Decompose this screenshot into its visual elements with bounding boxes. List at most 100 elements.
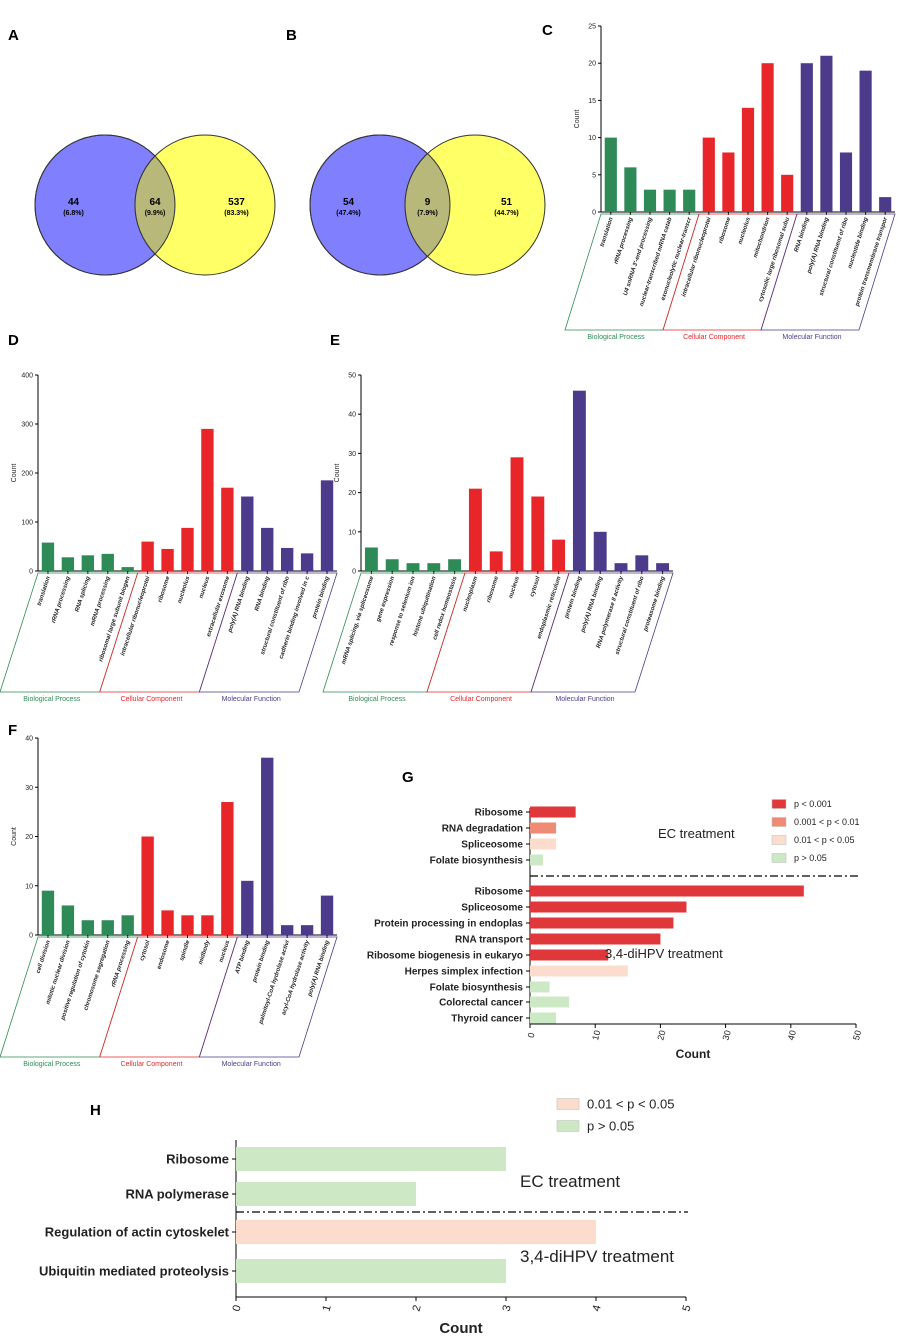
x-tick-label: 5 <box>681 1304 694 1313</box>
panel-label-g: G <box>402 769 414 786</box>
group-label-mf: Molecular Function <box>555 696 614 703</box>
bar-bp <box>61 557 75 571</box>
category-label: poly(A) RNA binding <box>307 939 331 998</box>
panel-label-e: E <box>330 332 340 349</box>
bar-13 <box>530 1012 557 1024</box>
bar-bp <box>41 542 55 571</box>
venn-count-overlap: 64 <box>149 197 161 208</box>
category-label: Spliceosome <box>461 903 523 914</box>
category-label: RNA splicing <box>75 575 92 612</box>
bar-bp <box>643 189 657 212</box>
category-label: ribosome <box>718 216 732 244</box>
bar-mf <box>879 197 892 212</box>
bar-10 <box>530 965 628 977</box>
group-label-mf: Molecular Function <box>222 1061 281 1068</box>
x-tick-label: 3 <box>501 1304 514 1313</box>
venn-pct-overlap: (7.9%) <box>417 210 438 217</box>
group-label-bp: Biological Process <box>348 696 406 703</box>
bar-4 <box>236 1259 506 1283</box>
category-label: cytosol <box>530 575 542 597</box>
venn-pct-right: (44.7%) <box>494 210 519 217</box>
category-label: nucleolus <box>177 575 192 604</box>
legend-label: 0.01 < p < 0.05 <box>587 1097 674 1112</box>
bar-mf <box>320 480 334 571</box>
group-label-cc: Cellular Component <box>121 1061 183 1068</box>
group-bracket-mf <box>760 213 896 331</box>
category-label: nucleus <box>219 939 232 963</box>
category-label: poly(A) RNA binding <box>806 216 830 275</box>
bar-cc <box>741 107 755 212</box>
x-tick-label: 0 <box>231 1304 244 1313</box>
bar-cc <box>531 496 545 571</box>
bar-bp <box>101 553 114 571</box>
venn-pct-overlap: (9.9%) <box>145 210 166 217</box>
bar-mf <box>800 63 813 213</box>
legend-label: p > 0.05 <box>587 1119 634 1134</box>
y-axis-title: Count <box>11 464 18 483</box>
category-label: Thyroid cancer <box>451 1014 523 1025</box>
category-label: nucleotide binding <box>847 216 869 269</box>
y-tick-label: 400 <box>21 373 33 380</box>
treatment-label-1: EC treatment <box>520 1172 620 1191</box>
category-label: rRNA processing <box>51 575 72 624</box>
venn-count-right: 51 <box>501 197 513 208</box>
bar-bp <box>364 547 378 571</box>
x-tick-label: 30 <box>721 1029 733 1041</box>
category-label: cell redox homeostasis <box>432 575 458 641</box>
y-tick-label: 10 <box>348 529 356 536</box>
group-label-cc: Cellular Component <box>450 696 512 703</box>
category-label: ribosome <box>486 575 500 603</box>
group-bracket-mf <box>530 572 674 693</box>
legend-label: p > 0.05 <box>794 853 827 863</box>
panel-label-b: B <box>286 27 297 44</box>
x-tick-label: 2 <box>411 1304 424 1313</box>
bar-bp <box>604 137 617 212</box>
category-label: nucleus <box>199 575 212 599</box>
x-tick-label: 4 <box>591 1304 604 1313</box>
bar-cc <box>468 488 482 571</box>
category-label: spindle <box>179 939 191 961</box>
bar-3 <box>236 1220 596 1244</box>
bar-cc <box>722 152 735 212</box>
venn-count-overlap: 9 <box>425 197 431 208</box>
venn-pct-right: (83.3%) <box>224 210 249 217</box>
x-tick-label: 40 <box>786 1029 798 1041</box>
category-label: cytosol <box>139 939 151 961</box>
y-tick-label: 10 <box>588 135 596 142</box>
venn-count-left: 54 <box>343 197 355 208</box>
category-label: rRNA processing <box>614 216 635 265</box>
category-label: mitochondrion <box>753 216 772 258</box>
legend-label: 0.01 < p < 0.05 <box>794 835 855 845</box>
bar-bp <box>448 559 462 571</box>
bar-bp <box>663 189 676 212</box>
group-bracket-bp <box>0 572 139 693</box>
bar-mf <box>261 757 274 935</box>
category-label: Folate biosynthesis <box>430 856 524 867</box>
category-label: RNA binding <box>794 216 811 253</box>
bar-cc <box>221 802 234 935</box>
bar-5 <box>530 885 804 897</box>
category-label: Ribosome <box>475 808 524 819</box>
y-tick-label: 40 <box>25 736 33 743</box>
category-label: histone ubiquitination <box>413 575 438 637</box>
category-label: rRNA processing <box>111 939 132 988</box>
group-label-cc: Cellular Component <box>683 334 745 341</box>
category-label: poly(A) RNA binding <box>580 575 604 634</box>
y-tick-label: 10 <box>25 883 33 890</box>
go-chart-D: 0 100 200 300 400 Count translation rRNA proces… <box>0 373 338 703</box>
y-tick-label: 0 <box>29 933 33 940</box>
bar-cc <box>141 836 154 935</box>
bar-cc <box>141 541 154 571</box>
x-tick-label: 1 <box>321 1304 334 1313</box>
bar-2 <box>236 1182 416 1206</box>
x-tick-label: 0 <box>526 1032 537 1039</box>
group-bracket-mf <box>198 572 338 693</box>
bar-9 <box>530 949 609 961</box>
category-label: Colorectal cancer <box>439 998 523 1009</box>
bar-mf <box>241 880 254 935</box>
category-label: Herpes simplex infection <box>405 967 523 978</box>
bar-cc <box>181 915 194 935</box>
bar-2 <box>530 822 557 834</box>
legend-swatch <box>771 799 787 809</box>
category-label: Ribosome <box>166 1152 229 1167</box>
